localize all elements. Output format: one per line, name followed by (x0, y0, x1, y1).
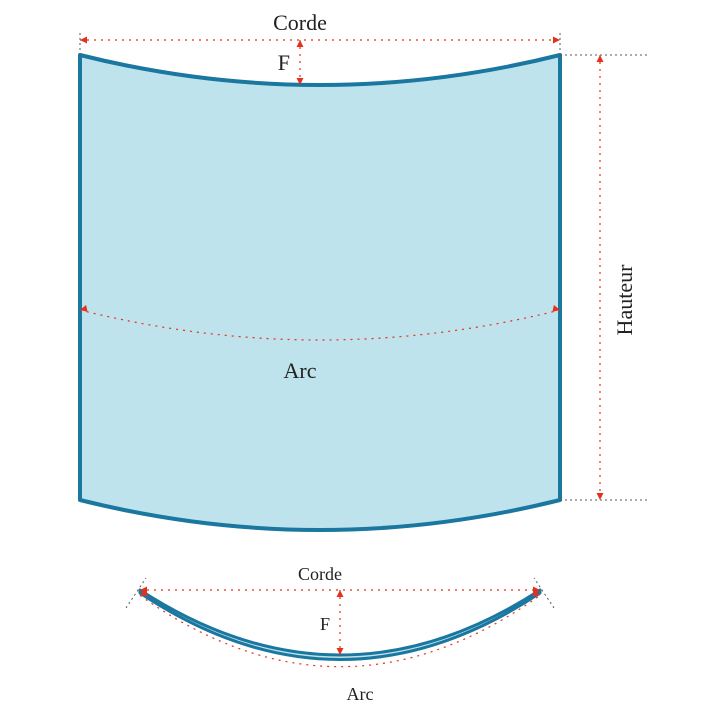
label-corde2: Corde (298, 564, 342, 584)
label-hauteur: Hauteur (612, 264, 637, 336)
diagram-root: Corde F Hauteur Arc Corde F Arc (0, 0, 720, 720)
label-arc2: Arc (347, 684, 374, 704)
curved-glass-panel (80, 55, 560, 530)
label-arc: Arc (284, 358, 317, 383)
label-f2: F (320, 614, 330, 634)
label-f: F (278, 50, 290, 75)
label-corde: Corde (273, 10, 327, 35)
